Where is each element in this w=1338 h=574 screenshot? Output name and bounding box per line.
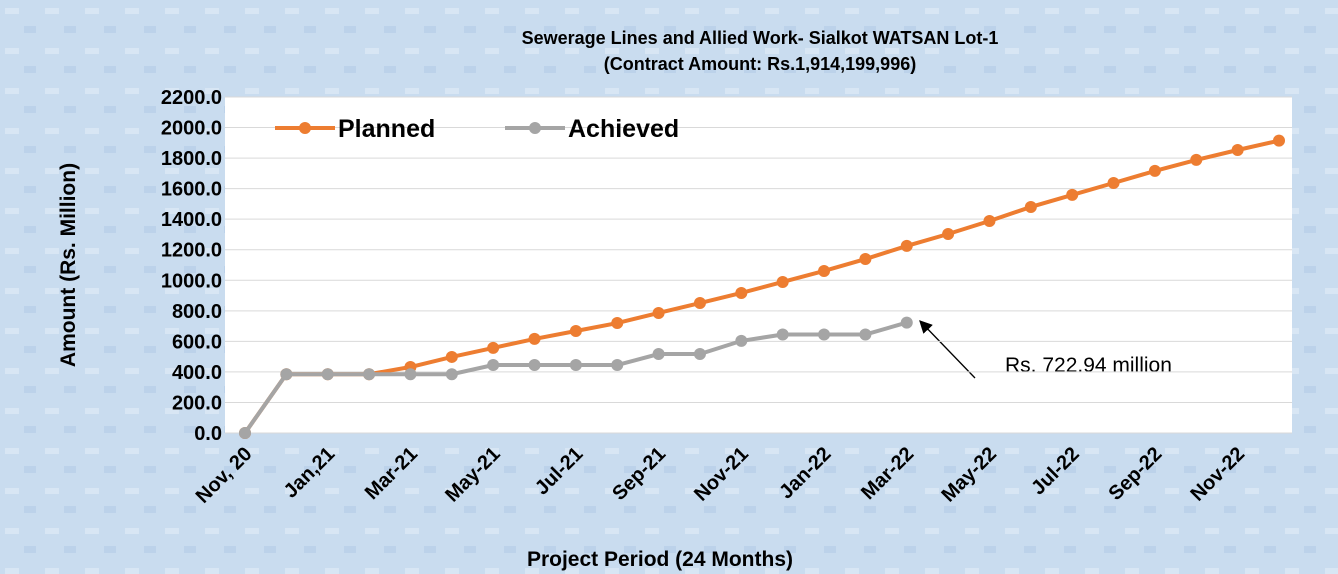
data-point [1190, 153, 1203, 166]
data-point [942, 227, 955, 240]
data-point [818, 328, 831, 341]
data-point [776, 275, 789, 288]
chart-title: Sewerage Lines and Allied Work- Sialkot … [522, 28, 999, 48]
y-tick-label: 2000.0 [161, 118, 222, 140]
data-point [528, 359, 541, 372]
y-tick-label: 200.0 [172, 392, 222, 414]
y-tick-label: 1600.0 [161, 179, 222, 201]
legend-marker [529, 122, 541, 134]
y-tick-label: 0.0 [194, 423, 222, 445]
data-point [611, 359, 624, 372]
data-point [859, 253, 872, 266]
data-point [487, 359, 500, 372]
data-point [569, 359, 582, 372]
data-point [363, 368, 376, 381]
legend-label: Planned [338, 115, 435, 143]
data-point [983, 215, 996, 228]
data-point [900, 316, 913, 329]
data-point [859, 328, 872, 341]
annotation-arrow [919, 320, 976, 379]
plot-area [225, 97, 1292, 433]
data-point [693, 348, 706, 361]
y-tick-label: 400.0 [172, 362, 222, 384]
data-point [239, 427, 251, 439]
data-point [445, 368, 458, 381]
data-point [404, 368, 417, 381]
data-point [280, 368, 293, 381]
data-point [652, 348, 665, 361]
data-point [1066, 188, 1079, 201]
chart-subtitle: (Contract Amount: Rs.1,914,199,996) [604, 54, 916, 74]
data-point [1107, 176, 1120, 189]
data-point [1231, 143, 1244, 156]
x-axis-label: Project Period (24 Months) [527, 548, 793, 571]
data-point [900, 239, 913, 252]
y-tick-label: 800.0 [172, 301, 222, 323]
data-point [652, 306, 665, 319]
y-tick-label: 600.0 [172, 331, 222, 353]
data-point [445, 350, 458, 363]
y-tick-label: 1000.0 [161, 270, 222, 292]
y-tick-label: 2200.0 [161, 87, 222, 109]
y-tick-label: 1800.0 [161, 148, 222, 170]
data-point [735, 334, 748, 347]
data-point [735, 286, 748, 299]
series-line [243, 138, 1280, 435]
data-point [321, 368, 334, 381]
data-point [1024, 200, 1037, 213]
data-point [776, 328, 789, 341]
data-point [487, 341, 500, 354]
data-point [693, 297, 706, 310]
data-point [569, 324, 582, 337]
y-axis-label: Amount (Rs. Million) [57, 163, 80, 367]
legend-label: Achieved [568, 115, 679, 143]
data-point [528, 332, 541, 345]
data-point [1148, 164, 1161, 177]
data-point [1273, 134, 1285, 147]
legend-marker [299, 122, 311, 134]
y-tick-label: 1200.0 [161, 240, 222, 262]
annotation: Rs. 722.94 million [1005, 354, 1172, 377]
data-point [818, 264, 831, 277]
data-point [611, 317, 624, 330]
y-tick-label: 1400.0 [161, 209, 222, 231]
